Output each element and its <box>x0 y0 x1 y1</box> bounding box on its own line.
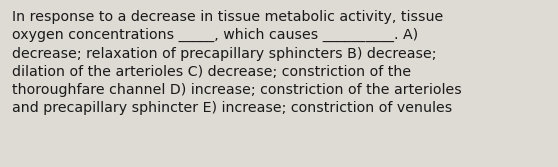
Text: In response to a decrease in tissue metabolic activity, tissue
oxygen concentrat: In response to a decrease in tissue meta… <box>12 10 462 115</box>
